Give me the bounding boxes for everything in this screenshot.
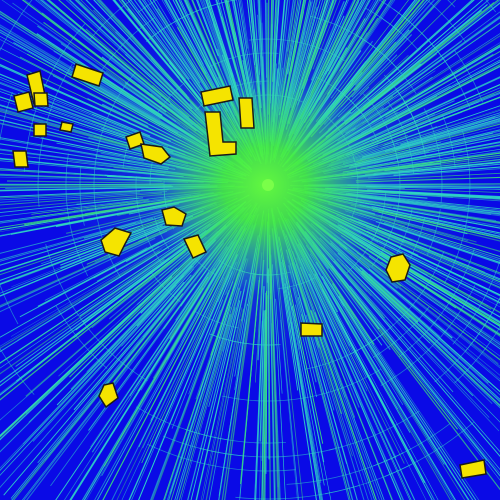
building-footprint-icon	[204, 111, 237, 157]
building-footprint-icon	[13, 91, 34, 113]
scan-arc	[328, 410, 420, 451]
scan-arc	[372, 306, 430, 358]
scan-ray	[259, 319, 265, 500]
scan-ray	[359, 0, 457, 95]
scan-ray	[354, 0, 431, 86]
scan-arc	[0, 0, 33, 52]
lidar-origin-icon	[262, 179, 274, 191]
building-footprint-icon	[300, 322, 323, 337]
scan-arc	[452, 259, 500, 345]
building-footprint-icon	[459, 459, 487, 479]
scan-arc	[135, 406, 229, 441]
building-footprint-icon	[182, 234, 208, 259]
scan-ray	[327, 0, 367, 72]
building-footprint-icon	[385, 253, 411, 283]
scan-arc	[398, 248, 475, 358]
scan-ray	[280, 319, 298, 500]
scan-ray	[261, 309, 267, 500]
scan-arc	[324, 464, 412, 495]
scan-arc	[162, 435, 247, 457]
scan-arc	[426, 0, 466, 43]
building-footprint-icon	[98, 382, 119, 409]
scan-ray	[124, 0, 187, 80]
scan-arc	[380, 285, 476, 386]
scan-arc	[454, 326, 500, 384]
scan-arc	[0, 347, 35, 395]
building-footprint-icon	[71, 63, 104, 87]
scan-arc	[90, 0, 133, 40]
scan-arc	[45, 243, 148, 382]
building-footprint-icon	[33, 123, 47, 137]
scan-arc	[447, 0, 456, 8]
scan-ray	[381, 253, 500, 326]
scan-arc	[55, 305, 108, 369]
scan-ray	[340, 301, 466, 500]
building-footprint-icon	[59, 121, 74, 133]
building-footprint-icon	[238, 97, 255, 129]
scan-arc	[221, 368, 381, 402]
scan-ray	[271, 323, 277, 500]
building-footprint-icon	[100, 227, 133, 257]
building-footprint-icon	[33, 92, 49, 107]
scan-arc	[454, 50, 483, 103]
building-footprint-icon	[200, 85, 234, 107]
building-footprint-icon	[12, 150, 29, 168]
scan-arc	[0, 91, 13, 142]
obstacles	[12, 63, 487, 479]
building-footprint-icon	[140, 143, 172, 165]
scan-arc	[137, 0, 158, 13]
scan-arc	[147, 443, 296, 472]
scan-arc	[373, 423, 451, 467]
scan-ray	[41, 0, 162, 98]
scan-arc	[434, 296, 500, 383]
scan-arc	[0, 283, 19, 325]
building-footprint-icon	[161, 206, 187, 227]
scan-arc	[365, 7, 400, 33]
scan-ray	[290, 321, 322, 500]
scan-arc	[393, 8, 471, 108]
